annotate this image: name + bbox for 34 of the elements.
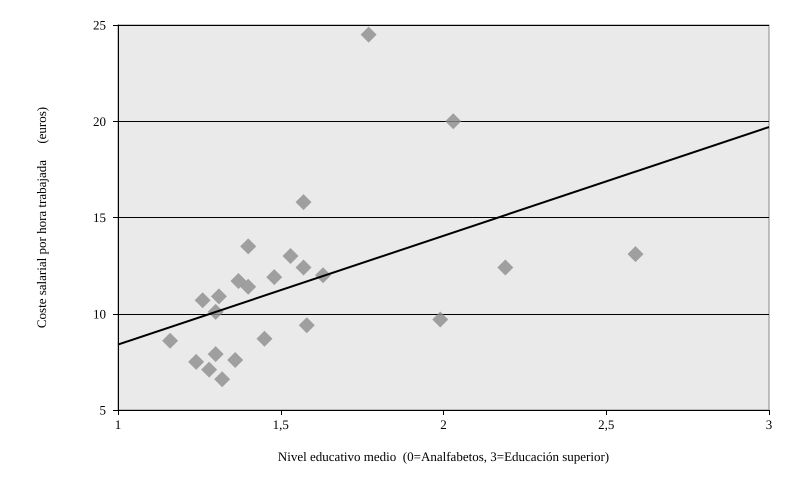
point (240, 278, 256, 295)
point (296, 260, 312, 276)
point (360, 26, 377, 43)
y-axis-title: Coste salarial por hora trabajada (euros) (34, 106, 49, 328)
point (256, 330, 272, 347)
point (210, 288, 227, 304)
point (162, 332, 178, 349)
point (628, 246, 644, 262)
y-tick-label: 25 (93, 18, 106, 32)
point (227, 352, 244, 368)
x-tick-label: 1,5 (272, 417, 289, 432)
point (432, 312, 448, 328)
x-axis-title: Nivel educativo medio (0=Analfabetos, 3=Educación superior) (278, 449, 610, 464)
point (497, 260, 514, 276)
y-tick-label: 5 (100, 402, 106, 418)
y-tick-label: 10 (93, 306, 106, 322)
point (296, 194, 312, 210)
point (188, 354, 204, 370)
point (194, 292, 211, 308)
point (282, 248, 299, 264)
x-tick-label: 2,5 (598, 417, 614, 432)
point (445, 113, 462, 130)
x-tick-label: 3 (766, 417, 772, 432)
point (230, 273, 246, 290)
point (240, 238, 256, 254)
x-tick-label: 2 (440, 417, 447, 432)
point (201, 362, 218, 378)
point (298, 317, 315, 334)
point (208, 346, 224, 362)
point (214, 371, 230, 388)
y-tick-label: 15 (93, 210, 106, 225)
x-tick-label: 1 (114, 417, 122, 432)
y-tick-label: 20 (93, 114, 106, 129)
point (266, 269, 282, 286)
